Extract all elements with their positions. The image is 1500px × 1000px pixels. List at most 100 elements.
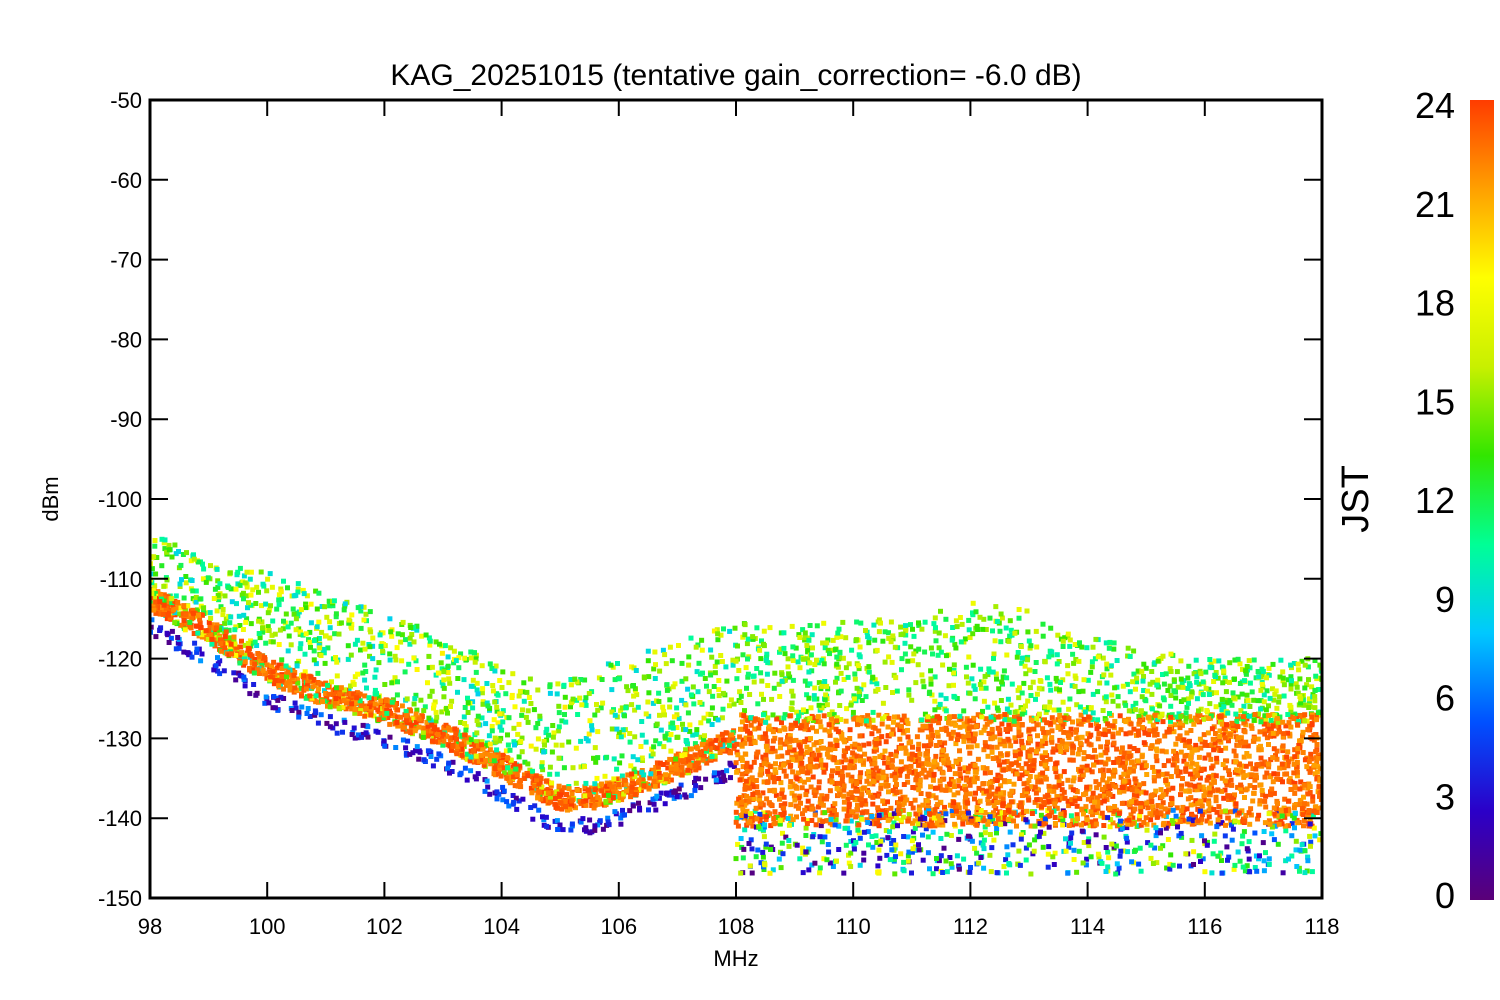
scatter-point-1550 <box>193 594 199 600</box>
scatter-point-4428 <box>1198 706 1204 712</box>
scatter-point-4001 <box>1318 831 1322 837</box>
scatter-point-2586 <box>558 800 564 806</box>
scatter-point-2117 <box>400 724 406 730</box>
scatter-point-2112 <box>395 707 401 713</box>
scatter-point-3810 <box>761 779 767 785</box>
scatter-point-3580 <box>812 696 817 702</box>
scatter-point-2517 <box>446 725 452 731</box>
scatter-point-3618 <box>1035 741 1041 747</box>
scatter-point-2013 <box>441 738 447 744</box>
scatter-point-3652 <box>1274 748 1280 754</box>
scatter-point-1857 <box>363 730 369 736</box>
scatter-point-1838 <box>271 659 277 665</box>
scatter-point-2603 <box>870 776 876 782</box>
scatter-point-1273 <box>173 646 179 652</box>
scatter-point-1889 <box>580 816 586 822</box>
scatter-point-4907 <box>1250 798 1256 804</box>
scatter-point-893 <box>333 721 339 727</box>
scatter-point-1903 <box>617 760 623 766</box>
scatter-point-1062 <box>706 718 712 724</box>
scatter-point-2556 <box>652 783 658 789</box>
scatter-point-4257 <box>950 813 956 818</box>
scatter-point-1861 <box>177 581 183 587</box>
scatter-point-1763 <box>342 601 348 607</box>
scatter-point-2435 <box>499 760 505 766</box>
scatter-point-1840 <box>372 674 378 680</box>
scatter-point-2421 <box>271 694 277 699</box>
scatter-point-2385 <box>645 658 651 664</box>
scatter-point-2511 <box>268 674 274 680</box>
scatter-point-1235 <box>592 827 598 833</box>
scatter-point-4383 <box>1191 774 1197 780</box>
scatter-point-4346 <box>997 731 1003 737</box>
scatter-point-4784 <box>824 751 830 757</box>
scatter-point-514 <box>586 731 592 737</box>
scatter-point-4951 <box>1210 851 1216 857</box>
scatter-point-3506 <box>980 708 985 714</box>
scatter-point-2806 <box>1158 787 1164 793</box>
scatter-point-2126 <box>299 693 304 699</box>
scatter-point-1563 <box>241 596 246 602</box>
scatter-point-2071 <box>483 721 489 727</box>
scatter-point-4118 <box>899 656 905 662</box>
scatter-point-3131 <box>985 800 991 806</box>
scatter-point-3117 <box>1133 780 1139 785</box>
scatter-point-4753 <box>1059 795 1065 801</box>
scatter-point-1487 <box>694 744 700 750</box>
scatter-point-3764 <box>1130 703 1136 709</box>
scatter-point-2464 <box>535 687 541 693</box>
scatter-point-1485 <box>431 705 436 711</box>
scatter-point-1127 <box>327 619 333 625</box>
scatter-point-4594 <box>801 816 807 822</box>
scatter-point-3483 <box>778 646 784 652</box>
scatter-point-4270 <box>985 753 991 759</box>
scatter-point-1927 <box>421 708 427 714</box>
scatter-point-1942 <box>199 612 205 618</box>
scatter-point-1193 <box>660 762 666 767</box>
scatter-point-2638 <box>744 641 750 647</box>
scatter-point-572 <box>506 680 512 686</box>
scatter-point-241 <box>387 651 393 657</box>
scatter-point-2731 <box>978 685 984 691</box>
scatter-point-3072 <box>1028 823 1034 829</box>
scatter-point-2573 <box>354 695 360 701</box>
scatter-point-2710 <box>1235 784 1241 790</box>
scatter-point-86 <box>516 693 522 699</box>
scatter-point-1324 <box>450 759 456 765</box>
scatter-point-2749 <box>1055 632 1061 638</box>
scatter-point-2249 <box>303 686 309 692</box>
scatter-point-183 <box>665 765 671 771</box>
scatter-point-3132 <box>957 724 963 730</box>
scatter-point-2460 <box>256 631 262 636</box>
scatter-point-768 <box>206 619 212 625</box>
scatter-point-2510 <box>671 789 677 795</box>
scatter-point-2579 <box>692 763 698 769</box>
scatter-point-1515 <box>583 802 589 808</box>
scatter-point-1269 <box>653 807 659 813</box>
scatter-point-4963 <box>1062 635 1068 641</box>
scatter-point-988 <box>497 678 503 683</box>
scatter-point-1698 <box>266 669 272 675</box>
scatter-point-4991 <box>1019 832 1024 838</box>
scatter-point-1918 <box>508 757 514 763</box>
scatter-point-1684 <box>445 670 451 675</box>
scatter-point-1404 <box>693 783 699 789</box>
scatter-point-3647 <box>1167 683 1173 689</box>
scatter-point-1425 <box>299 704 305 710</box>
scatter-point-2091 <box>337 691 343 697</box>
scatter-point-1037 <box>543 778 549 784</box>
scatter-point-2659 <box>1096 854 1102 860</box>
scatter-point-3701 <box>1045 851 1051 857</box>
scatter-point-4078 <box>1118 749 1124 755</box>
scatter-point-4766 <box>819 793 825 799</box>
scatter-point-1695 <box>717 735 723 741</box>
scatter-point-3705 <box>739 719 745 725</box>
scatter-point-4729 <box>1171 821 1176 826</box>
scatter-point-2197 <box>513 795 519 801</box>
scatter-point-3790 <box>1034 774 1040 780</box>
scatter-point-2563 <box>203 579 209 585</box>
scatter-point-4084 <box>936 645 942 651</box>
scatter-point-2293 <box>153 610 159 616</box>
scatter-point-3295 <box>1262 774 1268 780</box>
scatter-point-3548 <box>912 753 918 758</box>
